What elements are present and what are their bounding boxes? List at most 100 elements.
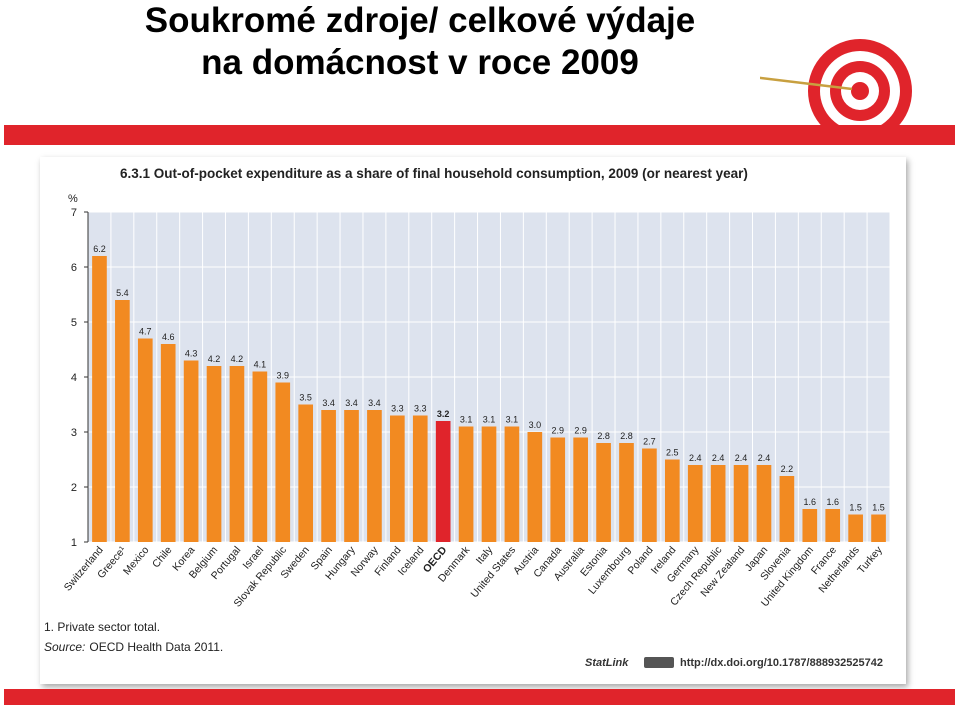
bar-value-label: 1.6 <box>804 497 817 507</box>
bar-value-label: 4.2 <box>231 354 244 364</box>
bar <box>550 437 566 542</box>
statlink-logo-icon <box>644 657 674 668</box>
bar-value-label: 1.5 <box>849 503 862 513</box>
bar-value-label: 5.4 <box>116 288 129 298</box>
y-tick-label: 2 <box>71 482 77 494</box>
bar <box>275 382 291 542</box>
bar <box>458 426 474 542</box>
statlink-url[interactable]: http://dx.doi.org/10.1787/888932525742 <box>680 657 883 669</box>
bar-value-label: 3.9 <box>277 371 290 381</box>
bar-value-label: 2.4 <box>735 453 748 463</box>
bar <box>229 366 245 542</box>
bar <box>871 514 886 542</box>
x-tick-label: Mexico <box>121 544 152 577</box>
bar <box>779 476 795 542</box>
y-axis-ticks: 1 2 3 4 5 6 7 <box>71 207 88 549</box>
bar-value-label: 2.8 <box>597 431 610 441</box>
bar-value-label: 2.5 <box>666 448 679 458</box>
bar-value-label: 2.4 <box>689 453 702 463</box>
bar-value-label: 3.3 <box>391 404 404 414</box>
bar <box>412 415 428 542</box>
bar <box>619 443 634 542</box>
bar-oecd <box>435 421 451 542</box>
bar <box>160 344 176 542</box>
bar <box>573 437 588 542</box>
bar-value-label: 3.0 <box>529 420 542 430</box>
bar <box>642 448 657 542</box>
bar <box>848 514 863 542</box>
y-axis-label: % <box>68 193 78 205</box>
bar <box>825 509 841 542</box>
source-label: Source: <box>44 640 85 654</box>
bar-value-label: 2.4 <box>712 453 725 463</box>
bar-value-label: 4.3 <box>185 349 198 359</box>
slide-title-line-2: na domácnost v roce 2009 <box>201 43 639 82</box>
bar <box>527 432 543 542</box>
y-tick-label: 5 <box>71 317 77 329</box>
bar <box>802 509 818 542</box>
bar <box>390 415 405 542</box>
bar <box>664 459 680 542</box>
bar <box>687 465 703 542</box>
bar-value-label: 3.4 <box>345 398 358 408</box>
bar-value-label: 3.1 <box>483 415 496 425</box>
footnote: 1. Private sector total. <box>44 620 160 634</box>
bar-value-label: 2.7 <box>643 437 656 447</box>
footer-bar <box>4 689 955 705</box>
x-axis-labels: SwitzerlandGreece¹MexicoChileKoreaBelgiu… <box>62 544 886 610</box>
bar <box>115 300 130 542</box>
statlink-label: StatLink <box>585 657 629 669</box>
bars <box>92 256 886 542</box>
bar-value-label: 4.6 <box>162 332 175 342</box>
bar <box>344 410 359 542</box>
bar <box>321 410 336 542</box>
bar-value-label: 4.1 <box>254 360 267 370</box>
target-icon <box>808 39 912 143</box>
bar-value-label: 3.1 <box>460 415 473 425</box>
bar-value-label: 2.8 <box>620 431 633 441</box>
y-tick-label: 3 <box>71 427 77 439</box>
bar-value-label: 1.5 <box>872 503 885 513</box>
bar-value-label: 4.2 <box>208 354 221 364</box>
bar <box>733 465 749 542</box>
bar <box>481 426 497 542</box>
bar-value-label: 3.4 <box>322 398 335 408</box>
bar-value-label: 3.1 <box>506 415 519 425</box>
value-labels: 6.2 5.4 4.7 4.6 4.3 4.2 4.2 4.1 3.9 3.5 3.4 3.4 3.4 3… <box>93 244 885 513</box>
bar-value-label: 2.2 <box>781 464 794 474</box>
bar-value-label: 2.4 <box>758 453 771 463</box>
bar-value-label: 2.9 <box>551 426 564 436</box>
bar <box>92 256 107 542</box>
bar <box>367 410 382 542</box>
chart-title: 6.3.1 Out-of-pocket expenditure as a sha… <box>120 166 748 181</box>
slide-title-line-1: Soukromé zdroje/ celkové výdaje <box>144 1 696 40</box>
x-tick-label: Turkey <box>855 544 885 577</box>
arrow-icon <box>760 76 853 91</box>
bar <box>298 404 314 542</box>
chart-panel: 6.3.1 Out-of-pocket expenditure as a sha… <box>40 157 906 684</box>
bar-value-label: 2.9 <box>574 426 587 436</box>
bar-chart: 6.3.1 Out-of-pocket expenditure as a sha… <box>44 166 891 669</box>
y-tick-label: 1 <box>71 537 77 549</box>
bar <box>252 371 268 542</box>
bar-value-label: 6.2 <box>93 244 106 254</box>
header-divider-bar <box>4 125 955 145</box>
bar-value-label: 1.6 <box>826 497 839 507</box>
bar-value-label: 3.3 <box>414 404 427 414</box>
source-note: Source: OECD Health Data 2011. <box>44 640 223 654</box>
bar <box>504 426 520 542</box>
bar-value-label: 4.7 <box>139 327 152 337</box>
bar <box>183 360 199 542</box>
bar <box>596 443 611 542</box>
bar <box>137 338 153 542</box>
y-tick-label: 6 <box>71 262 77 274</box>
y-tick-label: 7 <box>71 207 77 219</box>
slide-title: Soukromé zdroje/ celkové výdaje na domác… <box>0 0 840 84</box>
bar <box>206 366 222 542</box>
bar-value-label: 3.2 <box>437 409 450 419</box>
target-arrow-icon <box>760 39 912 143</box>
bar <box>710 465 726 542</box>
bar-value-label: 3.5 <box>299 393 312 403</box>
source-text: OECD Health Data 2011. <box>89 640 223 654</box>
bar-value-label: 3.4 <box>368 398 381 408</box>
